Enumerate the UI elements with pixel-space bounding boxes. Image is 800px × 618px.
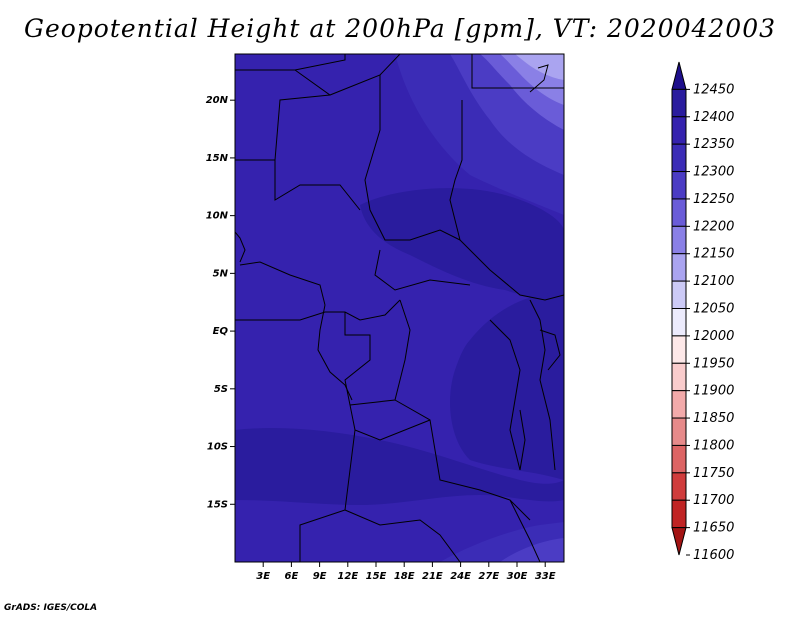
- zone-12400-south: [235, 428, 564, 505]
- colorbar-label: 12150: [693, 247, 734, 262]
- colorbar-cell: [671, 198, 687, 227]
- border-line: [294, 54, 401, 96]
- colorbar-cell: [671, 472, 687, 501]
- colorbar-label: 11600: [693, 548, 734, 563]
- colorbar-label: 11900: [693, 384, 734, 399]
- x-tick-label: 9E: [313, 571, 327, 582]
- colorbar-top-arrow: [671, 61, 687, 90]
- coast-line: [519, 409, 526, 471]
- x-tick-label: 33E: [535, 571, 556, 582]
- y-tick-label: 20N: [206, 95, 229, 106]
- zone-12400-core: [360, 188, 564, 300]
- zone-12100-ne: [515, 54, 564, 80]
- x-tick-label: 21E: [422, 571, 443, 582]
- y-axis: 20N 15N 10N 5N EQ 5S 10S 15S: [206, 95, 235, 510]
- border-line: [239, 261, 326, 306]
- coast-line: [235, 231, 246, 263]
- coastline: [235, 64, 561, 471]
- colorbar-cell: [671, 116, 687, 145]
- coast-line: [317, 304, 353, 401]
- y-tick-label: 5N: [213, 268, 229, 279]
- border-line: [489, 319, 521, 471]
- border-line: [349, 299, 411, 406]
- country-borders: [235, 54, 564, 562]
- y-tick-label: EQ: [213, 326, 229, 337]
- y-tick-label: 15S: [207, 499, 228, 510]
- coast-line: [529, 64, 549, 93]
- border-line: [349, 404, 431, 441]
- y-tick-label: 10S: [207, 442, 228, 453]
- border-line: [509, 499, 541, 562]
- border-line: [344, 509, 461, 562]
- colorbar-cell: [671, 499, 687, 529]
- y-tick-label: 15N: [206, 153, 229, 164]
- x-tick-label: 27E: [478, 571, 499, 582]
- colorbar-cell: [671, 225, 687, 255]
- colorbar-bottom-arrow: [671, 527, 687, 556]
- chart-title: Geopotential Height at 200hPa [gpm], VT:…: [23, 14, 777, 43]
- zone-12400-east: [450, 290, 564, 480]
- x-tick-label: 18E: [394, 571, 415, 582]
- x-tick-label: 6E: [285, 571, 299, 582]
- map-frame: [234, 53, 565, 563]
- colorbar-label: 12050: [693, 302, 734, 317]
- zone-12250-se: [500, 538, 564, 562]
- colorbar-label: 12350: [693, 137, 734, 152]
- border-line: [344, 312, 371, 406]
- x-axis: 3E 6E 9E 12E 15E 18E 21E 24E 27E 30E 33E: [256, 562, 556, 582]
- colorbar-cell: [671, 335, 687, 364]
- colorbar-label: 12000: [693, 329, 734, 344]
- colorbar-cell: [671, 143, 687, 173]
- colorbar-cell: [671, 308, 687, 337]
- x-tick-label: 15E: [366, 571, 387, 582]
- colorbar-label: 12300: [693, 165, 734, 180]
- colorbar-label: 12400: [693, 110, 734, 125]
- colorbar-cell: [671, 390, 687, 419]
- border-line: [394, 399, 531, 521]
- colorbar-cell: [671, 88, 687, 118]
- border-line: [374, 249, 471, 291]
- x-tick-label: 3E: [256, 571, 270, 582]
- border-line: [235, 54, 346, 71]
- coast-line: [539, 329, 561, 371]
- border-line: [299, 429, 356, 562]
- colorbar-label: 12250: [693, 192, 734, 207]
- colorbar-label: 11650: [693, 521, 734, 536]
- y-tick-label: 5S: [214, 384, 228, 395]
- border-line: [235, 94, 331, 161]
- border-line: [364, 75, 381, 211]
- colorbar-label: 12100: [693, 274, 734, 289]
- x-tick-label: 24E: [450, 571, 471, 582]
- border-line: [369, 209, 461, 241]
- colorbar-label: 11850: [693, 411, 734, 426]
- colorbar-label: 11700: [693, 493, 734, 508]
- map-field: [235, 54, 564, 562]
- colorbar-cell: [671, 171, 687, 200]
- colorbar-cell: [671, 362, 687, 392]
- colorbar: 12450 12400 12350 12300 12250 12200 12150 12100…: [671, 61, 734, 563]
- credit-label: GrADS: IGES/COLA: [4, 603, 98, 613]
- border-line: [471, 54, 564, 89]
- x-tick-label: 12E: [337, 571, 358, 582]
- colorbar-cell: [671, 280, 687, 310]
- colorbar-label: 11800: [693, 438, 734, 453]
- colorbar-label: 12450: [693, 82, 734, 97]
- y-tick-label: 10N: [206, 211, 229, 222]
- x-tick-label: 30E: [507, 571, 528, 582]
- colorbar-cell: [671, 444, 687, 474]
- border-line: [529, 299, 556, 471]
- colorbar-label: 11750: [693, 466, 734, 481]
- border-line: [274, 160, 361, 211]
- colorbar-label: 11950: [693, 356, 734, 371]
- colorbar-cell: [671, 417, 687, 446]
- colorbar-label: 12200: [693, 219, 734, 234]
- colorbar-cell: [671, 253, 687, 282]
